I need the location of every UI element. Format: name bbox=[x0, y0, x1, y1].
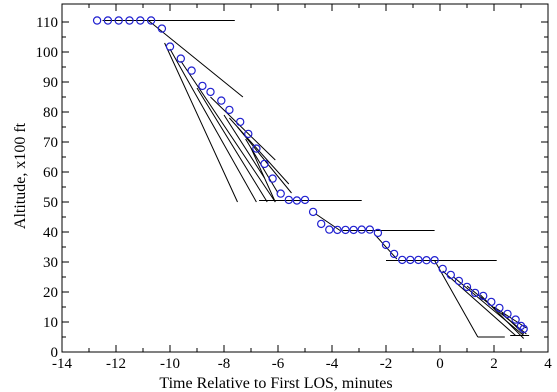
prediction-line bbox=[148, 20, 244, 98]
altitude-marker bbox=[414, 255, 423, 265]
x-tick-label: 4 bbox=[544, 356, 552, 372]
altitude-marker bbox=[503, 309, 512, 319]
altitude-marker bbox=[487, 297, 496, 307]
y-tick-label: 10 bbox=[43, 315, 58, 331]
altitude-marker bbox=[495, 303, 504, 313]
altitude-marker bbox=[187, 66, 196, 75]
y-tick-label: 30 bbox=[43, 255, 58, 271]
altitude-marker bbox=[357, 225, 366, 234]
prediction-line bbox=[223, 114, 265, 179]
x-tick-label: 2 bbox=[490, 356, 498, 372]
altitude-marker bbox=[176, 54, 185, 63]
altitude-marker bbox=[470, 288, 480, 298]
altitude-marker bbox=[511, 315, 520, 324]
altitude-marker bbox=[422, 256, 431, 265]
altitude-marker bbox=[198, 81, 207, 91]
y-tick-label: 90 bbox=[43, 75, 58, 91]
altitude-marker bbox=[389, 249, 399, 259]
axes: -14 -12 -10 -8 -6 -4 -2 0 2 401020304050607080901… bbox=[36, 3, 552, 372]
prediction-line bbox=[453, 276, 525, 336]
altitude-markers bbox=[92, 16, 528, 334]
altitude-marker bbox=[333, 225, 342, 235]
altitude-marker bbox=[225, 105, 234, 115]
y-tick-label: 50 bbox=[43, 195, 58, 211]
y-tick-label: 20 bbox=[43, 285, 58, 301]
altitude-marker bbox=[308, 207, 318, 217]
altitude-marker bbox=[146, 16, 156, 25]
y-tick-label: 110 bbox=[36, 15, 58, 31]
prediction-line bbox=[164, 42, 238, 203]
y-tick-label: 70 bbox=[43, 135, 58, 151]
altitude-marker bbox=[114, 16, 123, 25]
altitude-marker bbox=[276, 189, 285, 198]
altitude-marker bbox=[284, 195, 293, 205]
altitude-marker bbox=[381, 240, 391, 250]
prediction-line bbox=[180, 60, 276, 203]
y-axis-label: Altitude, x100 ft bbox=[12, 122, 29, 229]
altitude-marker bbox=[260, 159, 269, 169]
altitude-marker bbox=[300, 195, 310, 205]
altitude-marker bbox=[217, 96, 226, 105]
altitude-marker bbox=[136, 16, 145, 25]
altitude-marker bbox=[206, 87, 215, 97]
y-tick-label: 60 bbox=[43, 165, 58, 181]
altitude-marker bbox=[479, 291, 488, 301]
altitude-marker bbox=[103, 16, 113, 25]
prediction-line bbox=[196, 87, 268, 203]
y-tick-label: 0 bbox=[51, 345, 59, 361]
y-tick-label: 100 bbox=[36, 45, 59, 61]
altitude-marker bbox=[438, 264, 447, 274]
altitude-marker bbox=[244, 129, 253, 139]
altitude-marker bbox=[157, 24, 167, 33]
x-tick-label: -14 bbox=[52, 356, 72, 372]
altitude-marker bbox=[406, 255, 415, 265]
altitude-marker bbox=[349, 225, 358, 235]
altitude-marker bbox=[519, 324, 528, 334]
altitude-marker bbox=[268, 174, 277, 183]
y-tick-label: 80 bbox=[43, 105, 58, 121]
altitude-marker bbox=[92, 16, 102, 25]
altitude-marker bbox=[292, 196, 302, 205]
prediction-line bbox=[169, 48, 257, 203]
prediction-line bbox=[434, 260, 479, 338]
altitude-marker bbox=[325, 225, 334, 234]
altitude-marker bbox=[165, 42, 175, 51]
x-tick-label: -12 bbox=[106, 356, 126, 372]
altitude-marker bbox=[365, 225, 374, 234]
prediction-line bbox=[493, 306, 527, 329]
altitude-marker bbox=[341, 225, 350, 235]
x-tick-label: -4 bbox=[326, 356, 339, 372]
altitude-marker bbox=[454, 276, 464, 286]
prediction-line bbox=[210, 96, 276, 161]
altitude-marker bbox=[462, 282, 472, 292]
x-tick-label: -6 bbox=[272, 356, 285, 372]
x-axis-label: Time Relative to First LOS, minutes bbox=[159, 375, 392, 392]
altitude-marker bbox=[446, 270, 455, 280]
altitude-marker bbox=[235, 117, 245, 127]
altitude-marker bbox=[125, 16, 134, 25]
prediction-line bbox=[250, 147, 276, 203]
altitude-marker bbox=[317, 219, 326, 229]
x-tick-label: -8 bbox=[218, 356, 231, 372]
x-tick-label: 0 bbox=[436, 356, 444, 372]
altitude-marker bbox=[430, 256, 439, 265]
prediction-line bbox=[374, 234, 398, 260]
y-tick-label: 40 bbox=[43, 225, 58, 241]
altitude-marker bbox=[373, 228, 383, 238]
x-tick-label: -10 bbox=[160, 356, 180, 372]
prediction-line bbox=[315, 213, 341, 231]
x-tick-label: -2 bbox=[380, 356, 393, 372]
altitude-marker bbox=[252, 144, 261, 153]
altitude-marker bbox=[398, 255, 407, 265]
